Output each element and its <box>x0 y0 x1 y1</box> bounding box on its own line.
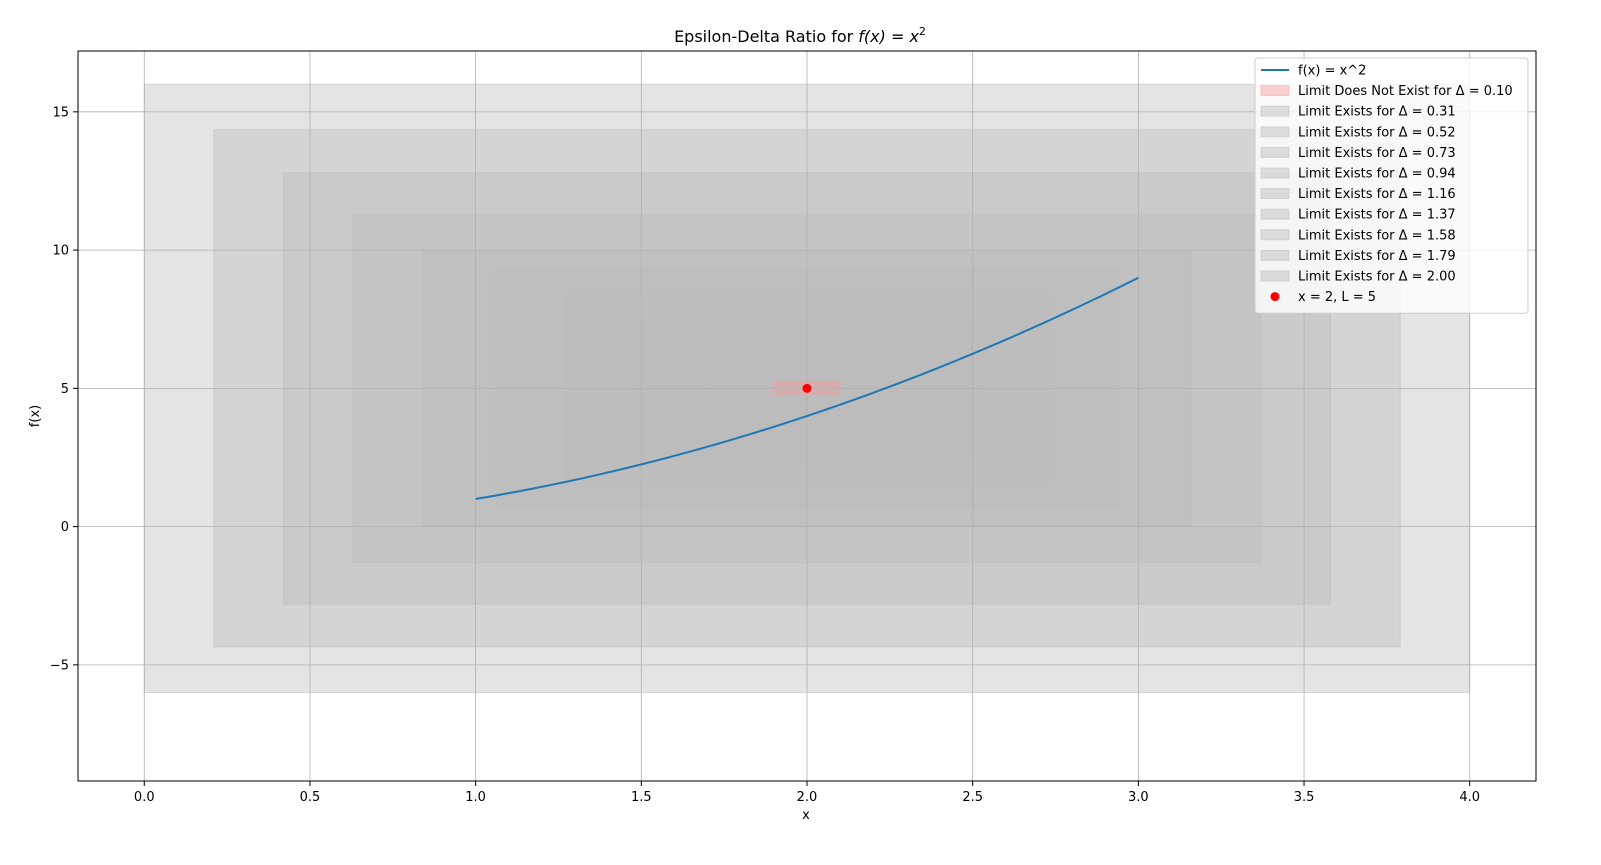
legend-items: f(x) = x^2 Limit Does Not Exist for Δ = 0… <box>1260 64 1513 305</box>
x-tick-label-4: 2.0 <box>797 790 818 805</box>
legend-item-7: Limit Exists for Δ = 1.37 <box>1260 208 1456 223</box>
curve-layer <box>475 276 1139 500</box>
legend-swatch-patch <box>1260 167 1290 179</box>
legend-label-6: Limit Exists for Δ = 1.16 <box>1298 187 1456 202</box>
legend-swatch-patch <box>1260 270 1290 282</box>
legend-item-2: Limit Exists for Δ = 0.31 <box>1260 105 1456 120</box>
chart-title-prefix: Epsilon-Delta Ratio for <box>674 27 858 46</box>
y-tick-label-3: 10 <box>52 244 69 259</box>
legend-label-8: Limit Exists for Δ = 1.58 <box>1298 228 1456 243</box>
y-tick-label-2: 5 <box>61 382 69 397</box>
legend-label-0: f(x) = x^2 <box>1298 64 1366 79</box>
x-tick-label-3: 1.5 <box>631 790 652 805</box>
limit-point <box>802 383 812 393</box>
curve-f-x-squared <box>475 276 1139 500</box>
legend-item-4: Limit Exists for Δ = 0.73 <box>1260 146 1456 161</box>
legend-item-5: Limit Exists for Δ = 0.94 <box>1260 167 1456 182</box>
legend-item-10: Limit Exists for Δ = 2.00 <box>1260 270 1456 285</box>
legend-label-2: Limit Exists for Δ = 0.31 <box>1298 105 1456 120</box>
legend-item-3: Limit Exists for Δ = 0.52 <box>1260 125 1456 140</box>
y-axis-ticks: −5 0 5 10 15 <box>50 105 78 673</box>
x-tick-label-5: 2.5 <box>962 790 983 805</box>
y-tick-label-1: 0 <box>61 520 69 535</box>
legend-item-11: x = 2, L = 5 <box>1270 290 1376 305</box>
legend-item-1: Limit Does Not Exist for Δ = 0.10 <box>1260 84 1513 99</box>
legend-label-11: x = 2, L = 5 <box>1298 290 1376 305</box>
legend-item-9: Limit Exists for Δ = 1.79 <box>1260 249 1456 264</box>
legend-item-0: f(x) = x^2 <box>1261 64 1366 79</box>
point-layer <box>802 383 812 393</box>
legend-box <box>1254 57 1529 314</box>
legend-swatch-patch <box>1260 146 1290 158</box>
chart-title-sup: 2 <box>919 25 926 38</box>
legend-label-3: Limit Exists for Δ = 0.52 <box>1298 125 1456 140</box>
y-axis-label: f(x) <box>28 405 43 427</box>
x-axis-label: x <box>802 808 810 823</box>
y-tick-label-0: −5 <box>50 658 69 673</box>
y-tick-label-4: 15 <box>52 105 69 120</box>
legend-swatch-patch <box>1260 188 1290 200</box>
chart-title-math: f(x) = x <box>858 27 919 46</box>
legend-label-9: Limit Exists for Δ = 1.79 <box>1298 249 1456 264</box>
legend-swatch-patch <box>1260 105 1290 117</box>
legend-label-7: Limit Exists for Δ = 1.37 <box>1298 208 1456 223</box>
legend-swatch-patch <box>1260 208 1290 220</box>
legend-label-1: Limit Does Not Exist for Δ = 0.10 <box>1298 84 1513 99</box>
x-tick-label-8: 4.0 <box>1459 790 1480 805</box>
legend-swatch-dot <box>1270 292 1280 302</box>
x-tick-label-1: 0.5 <box>300 790 321 805</box>
plot-area <box>77 50 1537 782</box>
x-tick-label-6: 3.0 <box>1128 790 1149 805</box>
legend-swatch-patch <box>1260 126 1290 138</box>
legend-item-6: Limit Exists for Δ = 1.16 <box>1260 187 1456 202</box>
legend-label-10: Limit Exists for Δ = 2.00 <box>1298 270 1456 285</box>
x-axis-ticks: 0.0 0.5 1.0 1.5 2.0 2.5 3.0 3.5 4.0 <box>134 781 1480 805</box>
x-tick-label-7: 3.5 <box>1294 790 1315 805</box>
legend-swatch-patch <box>1260 229 1290 241</box>
legend-label-4: Limit Exists for Δ = 0.73 <box>1298 146 1456 161</box>
x-tick-label-0: 0.0 <box>134 790 155 805</box>
legend-label-5: Limit Exists for Δ = 0.94 <box>1298 167 1456 182</box>
chart-title: Epsilon-Delta Ratio for f(x) = x2 <box>674 25 926 46</box>
x-tick-label-2: 1.0 <box>465 790 486 805</box>
legend-swatch-patch <box>1260 249 1290 261</box>
legend-swatch-patch <box>1260 85 1290 97</box>
legend: f(x) = x^2 Limit Does Not Exist for Δ = 0… <box>1254 57 1529 314</box>
legend-item-8: Limit Exists for Δ = 1.58 <box>1260 228 1456 243</box>
